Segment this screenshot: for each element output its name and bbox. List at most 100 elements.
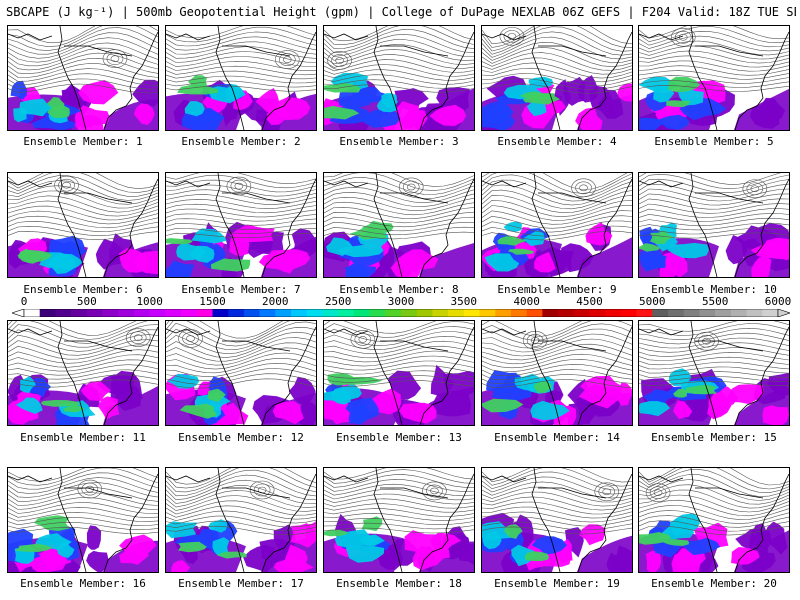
coastlines [166, 26, 316, 130]
map-panel-graphic [166, 26, 316, 130]
ensemble-member-label: Ensemble Member: 4 [497, 135, 617, 148]
colorbar-swatch [699, 309, 716, 317]
coastlines [8, 26, 158, 130]
cape-shading [482, 75, 632, 130]
map-panel-graphic [639, 173, 789, 277]
colorbar-swatch [652, 309, 669, 317]
colorbar-swatch [133, 309, 150, 317]
colorbar [12, 309, 790, 317]
cape-shading [324, 220, 474, 277]
map-panel-graphic [324, 26, 474, 130]
colorbar-tick-label: 1500 [199, 295, 226, 308]
ensemble-map-panel [481, 25, 633, 131]
colorbar-tick-label: 6000 [764, 295, 792, 308]
colorbar-swatch [479, 309, 496, 317]
cape-shading [324, 72, 474, 130]
map-panel-graphic [482, 173, 632, 277]
colorbar-swatch [605, 309, 622, 317]
colorbar-swatch [432, 309, 449, 317]
map-panel-graphic [8, 26, 158, 130]
height-contours [166, 321, 316, 389]
coastlines [166, 468, 316, 572]
coastlines [8, 173, 158, 277]
map-panel-graphic [324, 173, 474, 277]
colorbar-swatch [196, 309, 213, 317]
ensemble-member-label: Ensemble Member: 1 [23, 135, 143, 148]
map-panel-graphic [166, 468, 316, 572]
coastlines [8, 468, 158, 572]
map-title: SBCAPE (J kg⁻¹) | 500mb Geopotential Hei… [6, 5, 796, 19]
height-contours [482, 468, 632, 535]
ensemble-map-panel [638, 320, 790, 426]
colorbar-swatch [636, 309, 653, 317]
cape-shading [8, 79, 158, 130]
ensemble-member-label: Ensemble Member: 17 [178, 577, 304, 590]
ensemble-member-label: Ensemble Member: 13 [336, 431, 462, 444]
colorbar-tick-label: 5000 [639, 295, 666, 308]
colorbar-swatch [228, 309, 245, 317]
colorbar-swatch [71, 309, 88, 317]
cape-shading [166, 221, 316, 277]
ensemble-member-label: Ensemble Member: 11 [20, 431, 146, 444]
coastlines [166, 321, 316, 425]
map-panel-graphic [639, 468, 789, 572]
colorbar-swatch [526, 309, 543, 317]
ensemble-member-label: Ensemble Member: 6 [23, 283, 143, 296]
map-panel-graphic [8, 321, 158, 425]
map-panel-graphic [639, 26, 789, 130]
cape-shading [482, 370, 632, 425]
height-contours [482, 173, 632, 241]
map-panel-graphic [482, 468, 632, 572]
cape-shading [166, 519, 316, 572]
cape-shading [482, 512, 632, 572]
cape-shading [639, 76, 789, 130]
height-contours [639, 321, 789, 387]
ensemble-map-panel [638, 172, 790, 278]
colorbar-swatch [762, 309, 779, 317]
map-panel-graphic [324, 321, 474, 425]
map-panel-graphic [639, 321, 789, 425]
height-contours [324, 26, 474, 93]
ensemble-member-label: Ensemble Member: 16 [20, 577, 146, 590]
coastlines [482, 26, 632, 130]
ensemble-map-panel [638, 25, 790, 131]
colorbar-swatch [416, 309, 433, 317]
colorbar-swatch [55, 309, 72, 317]
colorbar-swatch [275, 309, 292, 317]
ensemble-member-label: Ensemble Member: 20 [651, 577, 777, 590]
ensemble-member-label: Ensemble Member: 9 [497, 283, 617, 296]
ensemble-member-label: Ensemble Member: 5 [654, 135, 774, 148]
colorbar-tick-label: 2500 [324, 295, 352, 308]
colorbar-swatch [259, 309, 276, 317]
colorbar-tick-label: 0 [20, 295, 28, 308]
cape-shading [639, 368, 789, 425]
colorbar-swatch [369, 309, 386, 317]
colorbar-tick-label: 5500 [701, 295, 729, 308]
colorbar-tick-label: 4500 [576, 295, 603, 308]
colorbar-swatch [401, 309, 418, 317]
ensemble-map-panel [165, 467, 317, 573]
coastlines [639, 173, 789, 277]
colorbar-swatch [102, 309, 119, 317]
ensemble-map-panel [323, 172, 475, 278]
colorbar-swatch [338, 309, 355, 317]
ensemble-member-label: Ensemble Member: 12 [178, 431, 304, 444]
ensemble-map-panel [481, 467, 633, 573]
colorbar-swatch [39, 309, 56, 317]
coastlines [166, 173, 316, 277]
height-contours [639, 468, 789, 536]
cape-shading [324, 513, 474, 572]
height-contours [166, 468, 316, 536]
cape-shading [482, 221, 632, 277]
cape-shading [166, 75, 316, 130]
ensemble-map-panel [165, 320, 317, 426]
colorbar-tick-label: 1000 [136, 295, 163, 308]
colorbar-swatch [668, 309, 685, 317]
coastlines [639, 468, 789, 572]
coastlines [482, 468, 632, 572]
colorbar-swatch [86, 309, 103, 317]
height-contours [324, 468, 474, 534]
colorbar-swatch [448, 309, 465, 317]
ensemble-member-label: Ensemble Member: 15 [651, 431, 777, 444]
ensemble-map-panel [165, 172, 317, 278]
